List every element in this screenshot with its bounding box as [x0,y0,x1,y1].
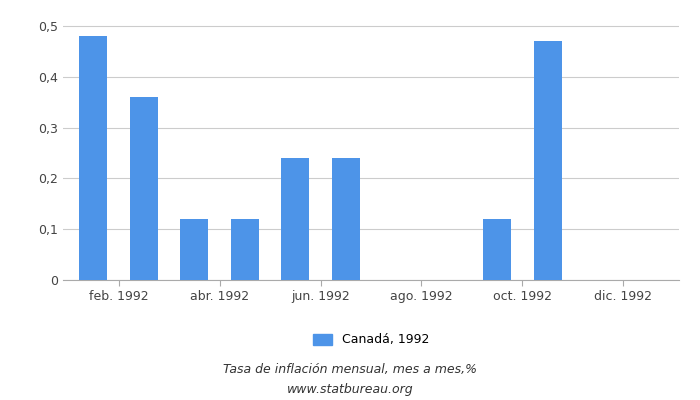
Bar [130,97,158,280]
Bar [181,219,208,280]
Bar [332,158,360,280]
Bar [534,41,561,280]
Bar [231,219,259,280]
Legend: Canadá, 1992: Canadá, 1992 [308,328,434,352]
Bar [281,158,309,280]
Bar [79,36,107,280]
Text: www.statbureau.org: www.statbureau.org [287,384,413,396]
Text: Tasa de inflación mensual, mes a mes,%: Tasa de inflación mensual, mes a mes,% [223,364,477,376]
Bar [483,219,511,280]
